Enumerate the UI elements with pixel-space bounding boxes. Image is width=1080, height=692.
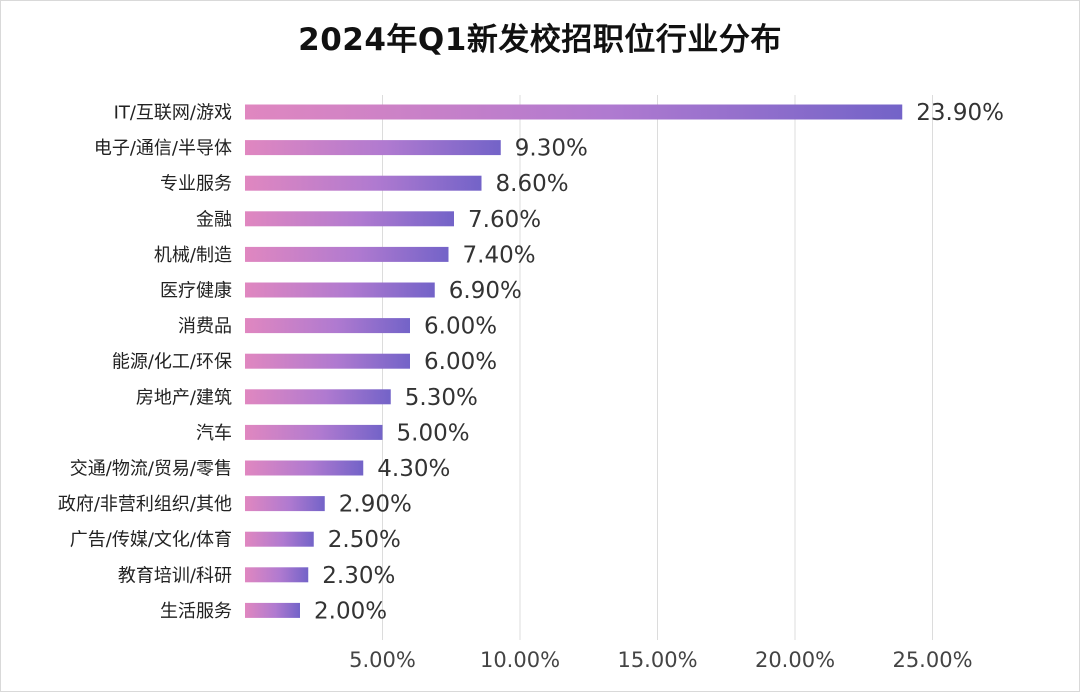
bar: [245, 424, 383, 440]
value-label: 5.30%: [405, 385, 478, 411]
value-label: 6.90%: [449, 278, 522, 304]
category-label: 消费品: [178, 316, 232, 337]
value-label: 4.30%: [377, 456, 450, 482]
value-label: 2.90%: [339, 492, 412, 518]
category-label: 能源/化工/环保: [112, 352, 232, 373]
value-label: 8.60%: [496, 171, 569, 197]
category-label: 教育培训/科研: [118, 565, 232, 586]
category-label: 专业服务: [160, 174, 232, 195]
x-tick-label: 25.00%: [892, 648, 972, 672]
value-label: 6.00%: [424, 349, 497, 375]
value-label: 2.30%: [322, 563, 395, 589]
category-label: 广告/传媒/文化/体育: [70, 530, 232, 551]
category-label: 生活服务: [160, 601, 232, 622]
bar: [245, 460, 364, 476]
x-tick-label: 20.00%: [755, 648, 835, 672]
bar: [245, 246, 449, 262]
bars: [245, 104, 903, 618]
category-label: 金融: [196, 209, 232, 230]
value-label: 7.60%: [468, 207, 541, 233]
value-label: 2.00%: [314, 598, 387, 624]
category-label: 医疗健康: [160, 281, 232, 302]
bar: [245, 389, 391, 405]
value-label: 23.90%: [916, 100, 1004, 126]
bar: [245, 318, 410, 334]
x-tick-label: 10.00%: [480, 648, 560, 672]
category-label: 房地产/建筑: [136, 387, 232, 408]
category-label: 机械/制造: [154, 245, 232, 266]
bar: [245, 496, 325, 512]
bar: [245, 567, 309, 583]
value-label: 5.00%: [397, 420, 470, 446]
bar: [245, 211, 454, 227]
value-label: 7.40%: [463, 242, 536, 268]
gridlines: [382, 95, 933, 640]
value-label: 6.00%: [424, 314, 497, 340]
bar: [245, 104, 903, 120]
labels: 5.00% 10.00% 15.00% 20.00% 25.00% IT/互联网/游戏 23…: [58, 100, 1004, 672]
category-label: 汽车: [196, 423, 232, 444]
bar: [245, 140, 501, 156]
category-label: 交通/物流/贸易/零售: [70, 459, 232, 480]
x-tick-label: 15.00%: [617, 648, 697, 672]
chart-title: 2024年Q1新发校招职位行业分布: [298, 22, 782, 58]
bar: [245, 282, 435, 298]
category-label: 政府/非营利组织/其他: [58, 494, 232, 515]
bar: [245, 531, 314, 547]
x-tick-label: 5.00%: [349, 648, 416, 672]
value-label: 9.30%: [515, 136, 588, 162]
category-label: 电子/通信/半导体: [94, 138, 232, 159]
category-label: IT/互联网/游戏: [114, 103, 232, 124]
bar: [245, 175, 482, 191]
bar: [245, 602, 300, 618]
value-label: 2.50%: [328, 527, 401, 553]
bar: [245, 353, 410, 369]
